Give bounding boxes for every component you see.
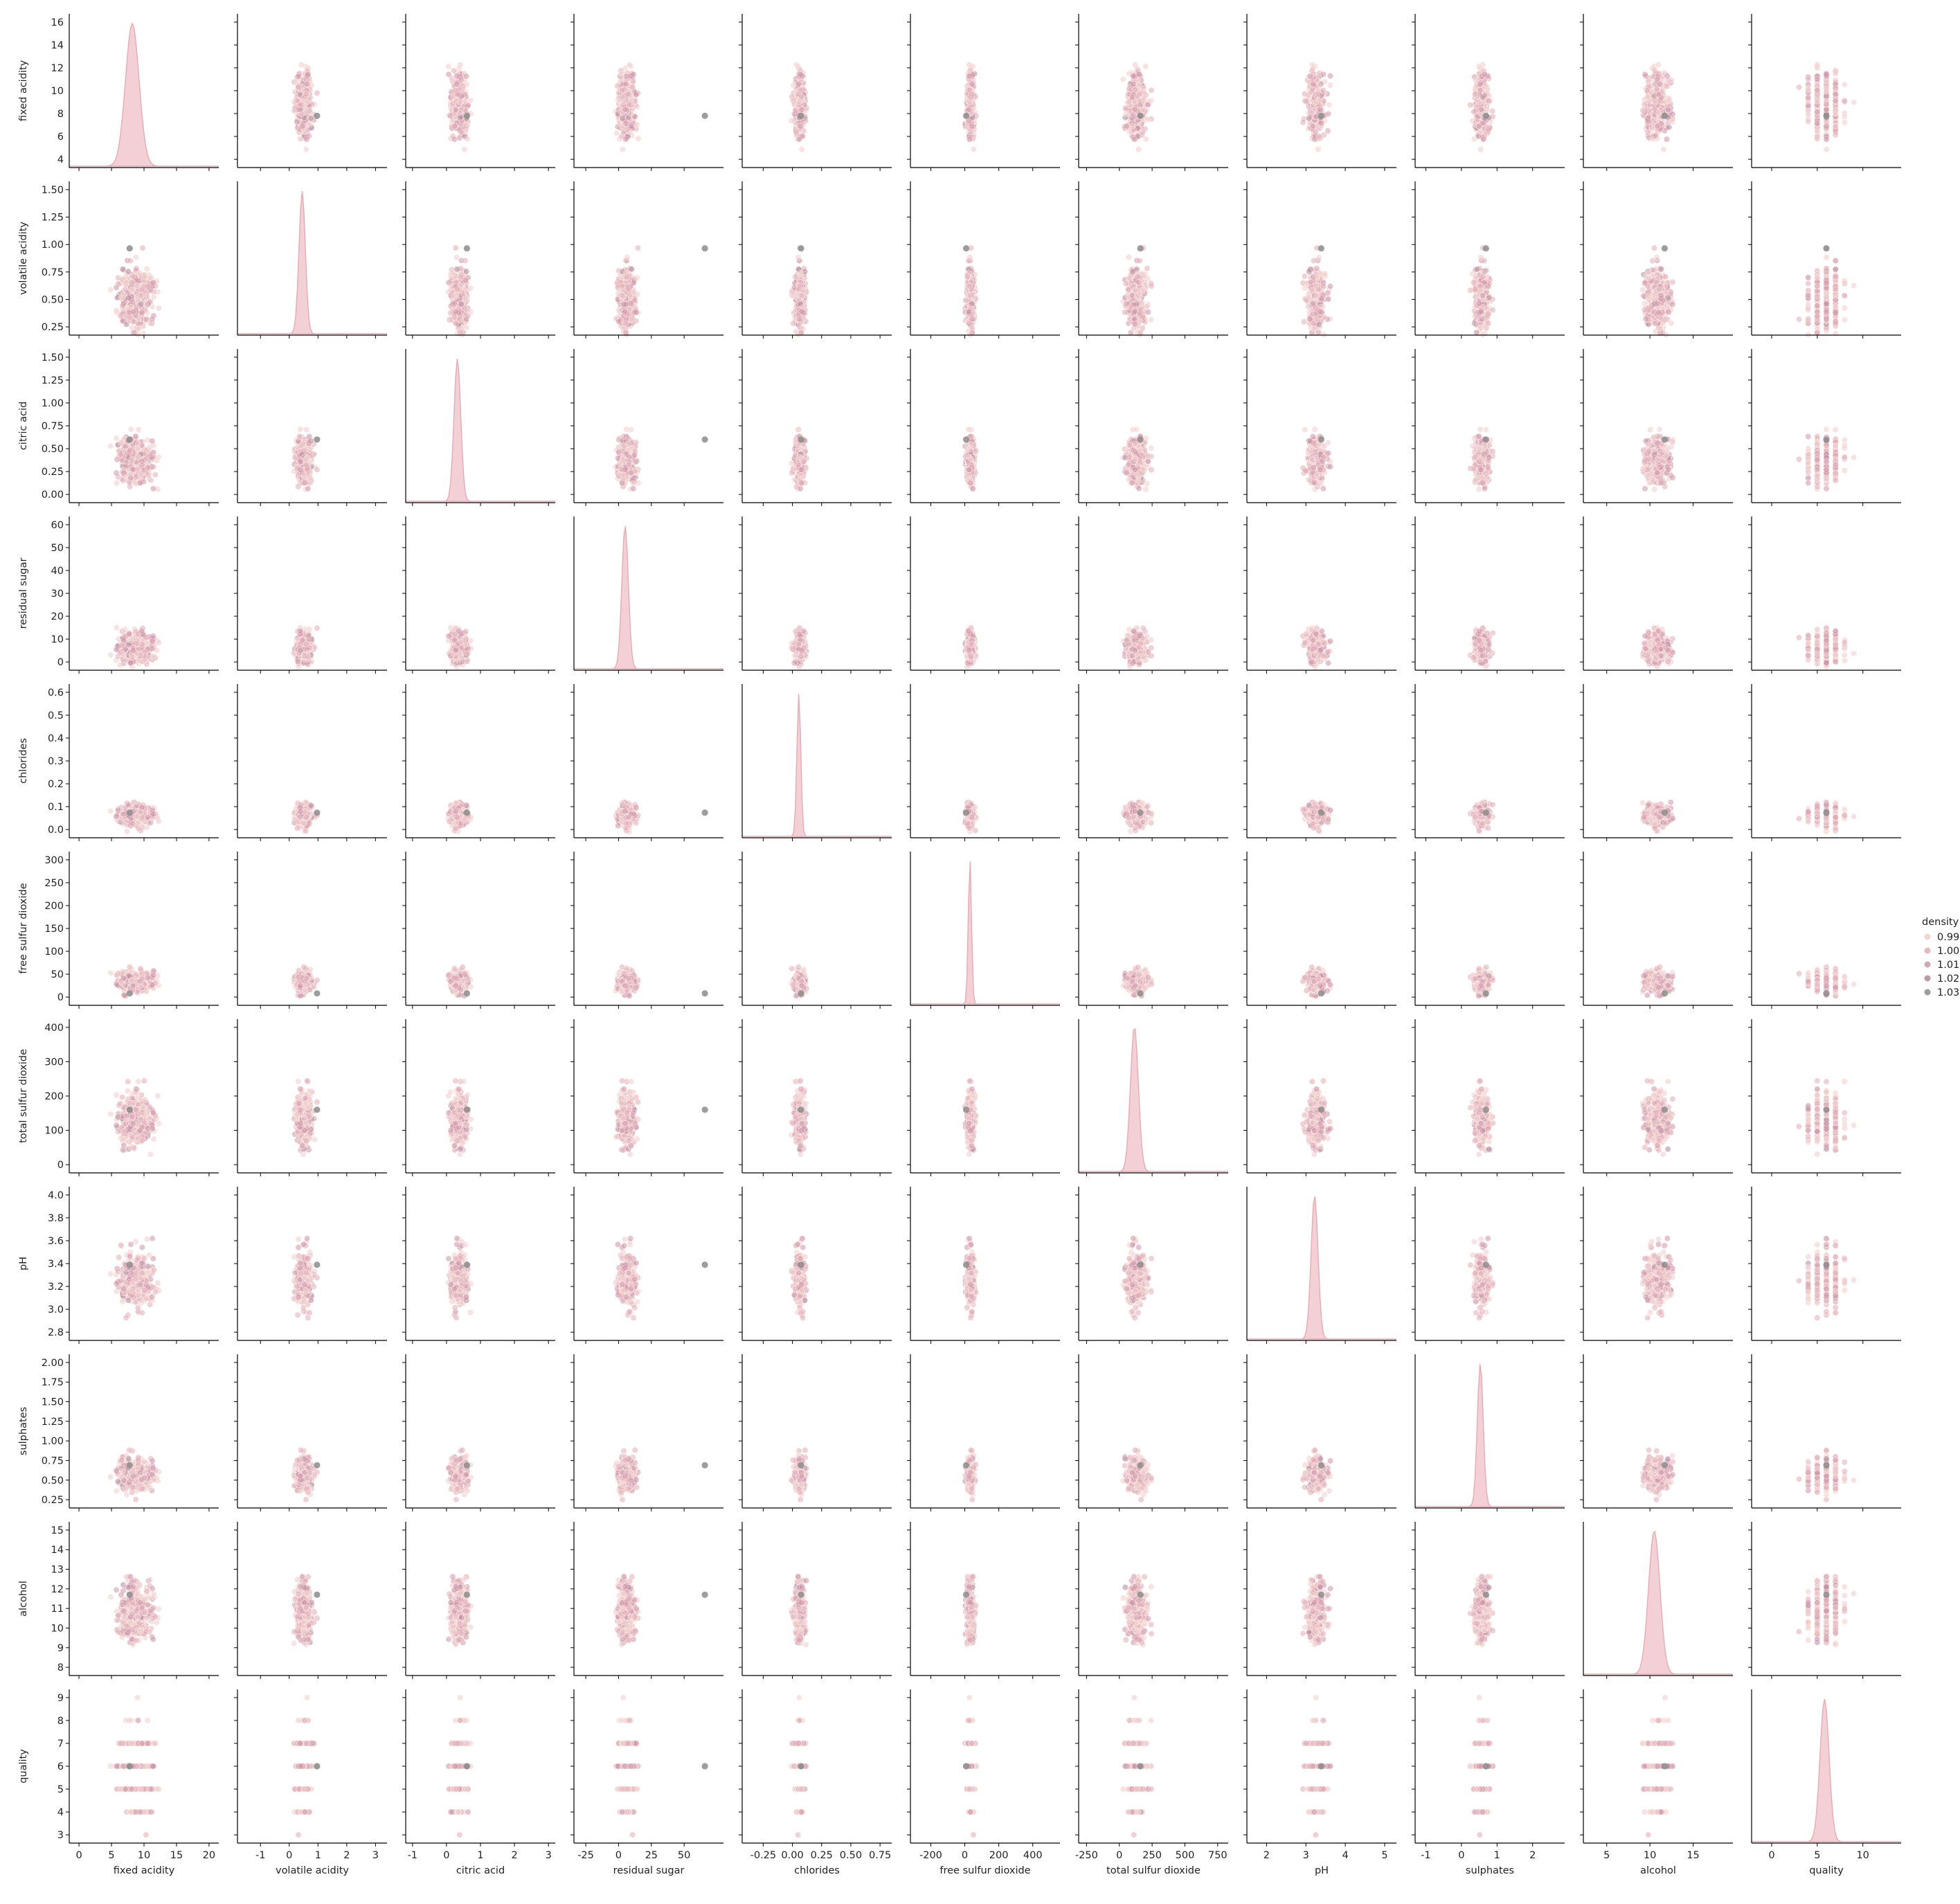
y-tick-label: 12 [51, 63, 64, 74]
scatter-point [303, 147, 309, 152]
scatter-point [614, 130, 620, 136]
scatter-point [298, 107, 303, 112]
scatter-point [636, 136, 641, 141]
scatter-point [455, 91, 460, 97]
y-tick-label: 8 [57, 109, 64, 120]
scatter-point [620, 126, 626, 132]
scatter-point [296, 73, 301, 79]
scatter-point [633, 91, 639, 97]
kde-fixed-acidity [69, 24, 219, 166]
scatter-point [298, 136, 303, 142]
scatter-point [453, 107, 458, 112]
scatter-point [314, 90, 320, 96]
scatter-point [620, 147, 625, 152]
scatter-point [798, 123, 803, 129]
scatter-point [451, 68, 456, 73]
scatter-point [296, 84, 301, 90]
scatter-point [799, 107, 804, 112]
scatter-point [795, 91, 801, 97]
scatter-point [453, 81, 459, 87]
y-tick-label: 16 [51, 17, 64, 28]
scatter-point [634, 122, 640, 127]
scatter-point-outlier [798, 113, 804, 119]
scatter-point-outlier [464, 113, 470, 119]
subplot-fixed-acidity-vs-chlorides [739, 14, 892, 171]
scatter-point-outlier [314, 113, 320, 119]
scatter-point [300, 123, 305, 129]
scatter-point [451, 123, 457, 129]
scatter-point [303, 91, 309, 97]
scatter-point [631, 71, 636, 77]
y-tick-label: 4 [57, 154, 64, 165]
scatter-point [627, 101, 632, 107]
scatter-point [304, 136, 309, 142]
scatter-point [799, 147, 804, 152]
scatter-point [446, 64, 451, 69]
scatter-point [454, 73, 460, 79]
y-tick-label: 10 [51, 86, 64, 97]
y-tick-label: 6 [57, 132, 64, 143]
subplot-fixed-acidity-vs-residual-sugar [570, 14, 723, 171]
scatter-point [798, 71, 803, 77]
scatter-point [796, 136, 802, 142]
subplot-fixed-acidity-vs-fixed-acidity: 4 6 8 10 12 14 16 fixed acidity [18, 14, 219, 171]
y-axis-label: fixed acidity [18, 60, 29, 121]
scatter-point [462, 98, 468, 104]
scatter-point [622, 107, 628, 112]
scatter-point [298, 62, 304, 67]
subplot-fixed-acidity-vs-volatile-acidity [234, 14, 387, 171]
scatter-point [462, 147, 467, 152]
scatter-point [619, 87, 624, 93]
subplot-fixed-acidity-vs-citric-acid [402, 14, 555, 171]
scatter-point [446, 71, 451, 77]
scatter-point [458, 115, 463, 120]
scatter-point [458, 100, 463, 105]
scatter-point [451, 136, 457, 142]
y-tick-label: 14 [51, 40, 64, 51]
scatter-point [298, 101, 304, 107]
scatter-point [623, 136, 629, 142]
scatter-point [626, 91, 631, 97]
scatter-point [795, 81, 801, 87]
scatter-point [291, 108, 297, 114]
scatter-point [304, 81, 309, 87]
scatter-point [620, 93, 626, 99]
subplot-fixed-acidity-vs-free-sulfur-dioxide [907, 14, 1060, 171]
scatter-point [628, 111, 633, 116]
scatter-point [628, 123, 633, 129]
scatter-point [623, 81, 629, 87]
scatter-point [303, 109, 309, 115]
scatter-point [463, 73, 469, 79]
scatter-point-outlier [702, 113, 708, 119]
scatter-point [465, 136, 470, 142]
scatter-point [456, 66, 462, 71]
scatter-point [305, 71, 311, 77]
